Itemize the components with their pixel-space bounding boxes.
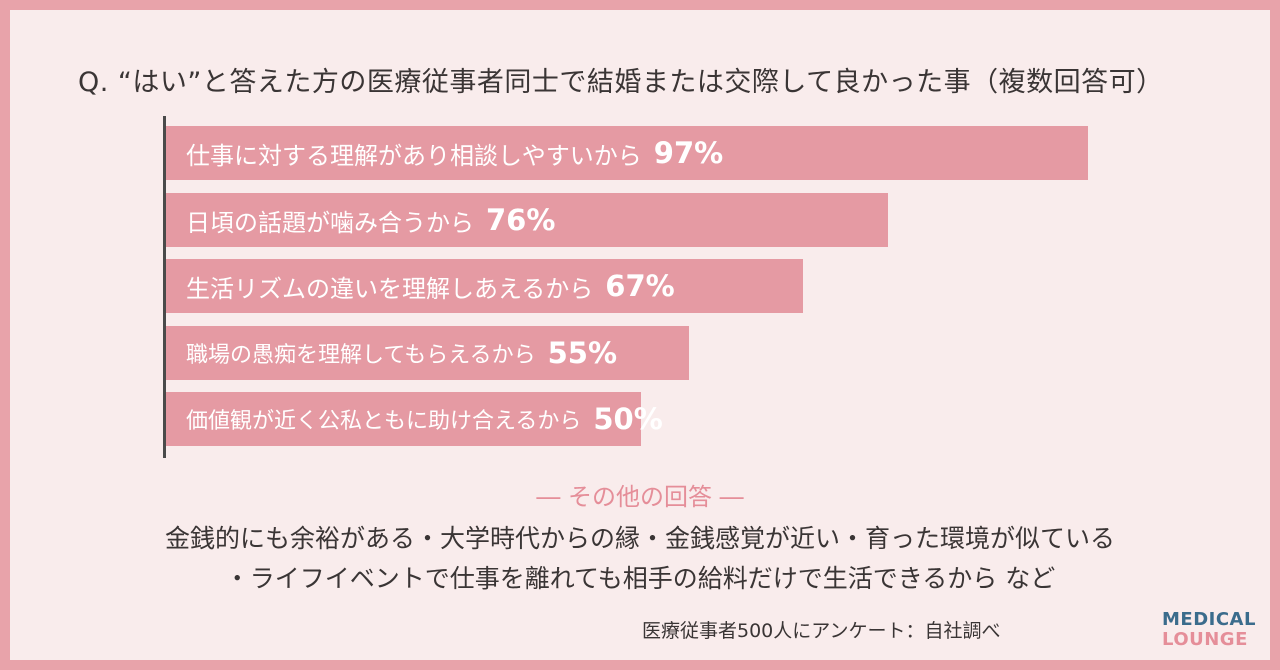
bar-4: 職場の愚痴を理解してもらえるから 55%	[166, 326, 689, 380]
logo-line-2: LOUNGE	[1162, 629, 1248, 650]
bar-label-2: 日頃の話題が噛み合うから	[186, 208, 474, 237]
other-answers-line-2: ・ライフイベントで仕事を離れても相手の給料だけで生活できるから など	[224, 564, 1056, 593]
bar-1: 仕事に対する理解があり相談しやすいから 97%	[166, 126, 1088, 180]
bar-label-1: 仕事に対する理解があり相談しやすいから	[186, 141, 642, 170]
other-answers-title: ― その他の回答 ―	[536, 483, 744, 511]
other-answers-line-1: 金銭的にも余裕がある・大学時代からの縁・金銭感覚が近い・育った環境が似ている	[164, 524, 1115, 553]
bar-value-2: 76%	[486, 203, 556, 237]
brand-logo: MEDICAL LOUNGE	[1162, 610, 1266, 650]
logo-line-1: MEDICAL	[1162, 609, 1256, 630]
bar-5: 価値観が近く公私ともに助け合えるから 50%	[166, 392, 663, 446]
y-axis-line	[163, 116, 166, 458]
bar-value-1: 97%	[653, 136, 724, 170]
bar-3: 生活リズムの違いを理解しあえるから 67%	[166, 259, 803, 313]
survey-source: 医療従事者500人にアンケート：自社調べ	[642, 620, 1001, 642]
bar-label-3: 生活リズムの違いを理解しあえるから	[186, 274, 594, 303]
bar-label-5: 価値観が近く公私ともに助け合えるから	[186, 409, 582, 434]
question-title: Q. “はい”と答えた方の医療従事者同士で結婚または交際して良かった事（複数回答…	[78, 67, 1164, 98]
bar-value-4: 55%	[547, 336, 618, 370]
bar-label-4: 職場の愚痴を理解してもらえるから	[186, 343, 536, 368]
bar-value-3: 67%	[605, 269, 675, 303]
bar-value-5: 50%	[593, 402, 663, 436]
bar-2: 日頃の話題が噛み合うから 76%	[166, 193, 888, 247]
